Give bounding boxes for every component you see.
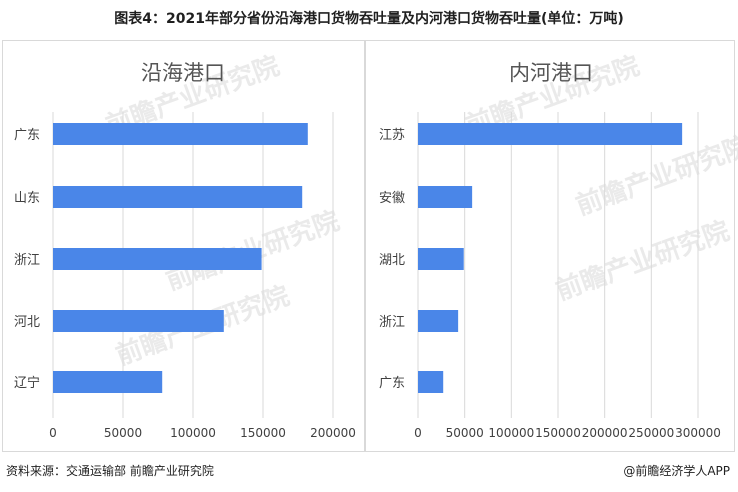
chart-title: 图表4：2021年部分省份沿海港口货物吞吐量及内河港口货物吞吐量(单位：万吨) — [114, 11, 624, 27]
brand-label: @前瞻经济学人APP — [623, 464, 730, 478]
category-label: 辽宁 — [14, 375, 40, 391]
coastal-port-panel — [2, 40, 365, 452]
inland-port-panel — [365, 40, 735, 452]
bar — [418, 186, 473, 208]
source-note: 资料来源：交通运输部 前瞻产业研究院 — [6, 464, 214, 478]
category-label: 江苏 — [379, 127, 405, 143]
category-label: 广东 — [14, 128, 40, 143]
bar — [53, 371, 163, 393]
x-tick-label: 150000 — [535, 426, 581, 440]
category-label: 河北 — [14, 315, 40, 330]
x-tick-label: 250000 — [628, 426, 674, 440]
x-tick-label: 50000 — [446, 426, 484, 440]
bar — [418, 310, 459, 332]
bar — [53, 186, 303, 208]
x-tick-label: 0 — [49, 426, 57, 440]
x-tick-label: 100000 — [170, 426, 216, 440]
bar — [418, 248, 464, 270]
x-tick-label: 50000 — [104, 426, 142, 440]
bar — [53, 310, 224, 332]
bar — [418, 123, 683, 145]
bar — [53, 123, 308, 145]
bar — [53, 248, 262, 270]
x-tick-label: 200000 — [310, 426, 356, 440]
x-tick-label: 0 — [414, 426, 422, 440]
category-label: 浙江 — [14, 253, 40, 268]
watermark-logo: 前瞻产业研究院 — [552, 215, 734, 306]
x-tick-label: 200000 — [582, 426, 628, 440]
panel-title: 沿海港口 — [141, 61, 225, 85]
x-tick-label: 150000 — [240, 426, 286, 440]
bar — [418, 371, 444, 393]
category-label: 山东 — [14, 191, 40, 206]
category-label: 湖北 — [379, 253, 405, 268]
category-label: 广东 — [379, 376, 405, 391]
category-label: 浙江 — [379, 315, 405, 330]
category-label: 安徽 — [379, 191, 405, 206]
panel-title: 内河港口 — [509, 61, 593, 85]
x-tick-label: 300000 — [675, 426, 721, 440]
x-tick-label: 100000 — [488, 426, 534, 440]
